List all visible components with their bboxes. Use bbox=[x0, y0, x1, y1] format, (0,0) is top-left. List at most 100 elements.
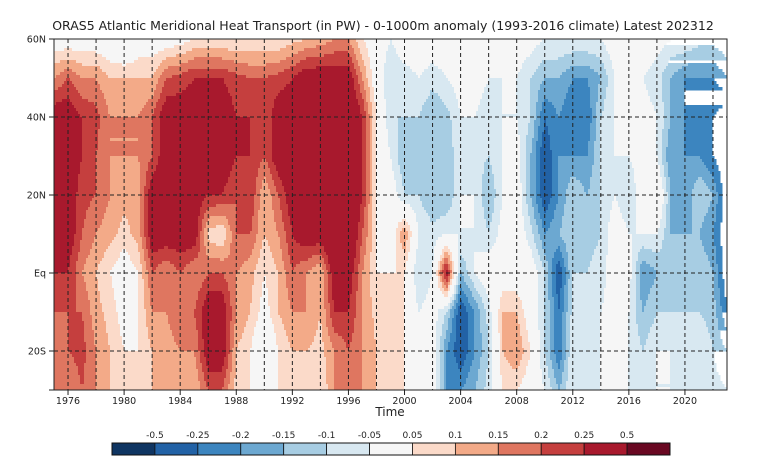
contour-band bbox=[54, 60, 61, 64]
contour-band bbox=[450, 117, 503, 121]
contour-band bbox=[670, 198, 693, 202]
contour-band bbox=[160, 111, 237, 115]
contour-band bbox=[102, 219, 123, 223]
contour-band bbox=[448, 210, 461, 214]
contour-band bbox=[54, 186, 79, 190]
contour-band bbox=[542, 204, 549, 208]
contour-band bbox=[406, 63, 431, 67]
contour-band bbox=[328, 291, 333, 295]
contour-band bbox=[712, 348, 727, 352]
contour-band bbox=[564, 360, 569, 364]
contour-band bbox=[104, 255, 121, 259]
contour-band bbox=[54, 312, 69, 316]
contour-band bbox=[538, 300, 545, 304]
contour-band bbox=[366, 237, 373, 241]
contour-band bbox=[566, 327, 571, 331]
contour-band bbox=[370, 60, 387, 64]
contour-band bbox=[530, 84, 541, 88]
contour-band bbox=[108, 246, 139, 250]
contour-band bbox=[502, 147, 521, 151]
contour-band bbox=[370, 120, 373, 124]
contour-band bbox=[550, 330, 555, 334]
contour-band bbox=[362, 273, 371, 277]
contour-band bbox=[368, 228, 373, 232]
contour-band bbox=[562, 354, 567, 358]
contour-band bbox=[636, 222, 661, 226]
contour-band bbox=[82, 270, 97, 274]
contour-band bbox=[370, 177, 373, 181]
contour-band bbox=[530, 186, 537, 190]
contour-band bbox=[182, 72, 237, 76]
contour-band bbox=[662, 138, 669, 142]
contour-band bbox=[552, 159, 559, 163]
contour-band bbox=[558, 180, 571, 184]
contour-band bbox=[502, 315, 519, 319]
contour-band bbox=[226, 327, 231, 331]
contour-band bbox=[306, 306, 325, 310]
contour-band bbox=[108, 204, 141, 208]
contour-band bbox=[530, 81, 543, 85]
contour-band bbox=[416, 72, 423, 76]
contour-band bbox=[198, 219, 203, 223]
contour-band bbox=[600, 324, 629, 328]
contour-band bbox=[158, 264, 175, 268]
contour-band bbox=[368, 225, 373, 229]
contour-band bbox=[684, 84, 719, 88]
contour-band bbox=[492, 375, 503, 379]
contour-band bbox=[646, 342, 713, 346]
contour-band bbox=[560, 306, 565, 310]
contour-band bbox=[530, 222, 537, 226]
contour-band bbox=[372, 243, 377, 247]
contour-band bbox=[628, 375, 657, 379]
contour-band bbox=[200, 234, 205, 238]
contour-band bbox=[272, 108, 361, 112]
contour-band bbox=[650, 99, 663, 103]
contour-band bbox=[596, 123, 601, 127]
contour-band bbox=[150, 345, 179, 349]
contour-band bbox=[168, 246, 193, 250]
contour-band bbox=[540, 237, 563, 241]
contour-band bbox=[430, 219, 437, 223]
contour-band bbox=[656, 117, 665, 121]
contour-band bbox=[364, 99, 367, 103]
contour-band bbox=[448, 342, 455, 346]
contour-band bbox=[642, 300, 647, 304]
contour-band bbox=[370, 186, 373, 190]
contour-band bbox=[82, 135, 99, 139]
contour-band bbox=[554, 315, 563, 319]
contour-band bbox=[558, 162, 595, 166]
contour-band bbox=[416, 216, 431, 220]
contour-band bbox=[328, 333, 339, 337]
contour-band bbox=[54, 381, 81, 385]
contour-band bbox=[368, 210, 373, 214]
contour-band bbox=[144, 105, 157, 109]
contour-band bbox=[404, 348, 437, 352]
contour-band bbox=[362, 117, 367, 121]
contour-band bbox=[404, 303, 419, 307]
contour-band bbox=[548, 270, 553, 274]
contour-band bbox=[524, 60, 543, 64]
contour-band bbox=[550, 318, 555, 322]
contour-band bbox=[404, 309, 419, 313]
contour-band bbox=[372, 201, 377, 205]
contour-band bbox=[532, 51, 573, 55]
contour-band bbox=[76, 288, 87, 292]
contour-band bbox=[372, 216, 377, 220]
contour-band bbox=[492, 345, 501, 349]
contour-band bbox=[588, 51, 609, 55]
contour-band bbox=[104, 96, 153, 100]
contour-band bbox=[684, 144, 713, 148]
contour-band bbox=[628, 363, 657, 367]
contour-band bbox=[198, 330, 203, 334]
contour-band bbox=[54, 366, 79, 370]
contour-band bbox=[404, 321, 437, 325]
contour-band bbox=[110, 180, 141, 184]
colorbar-label: 0.1 bbox=[448, 431, 462, 441]
colorbar-label: 0.2 bbox=[534, 431, 548, 441]
contour-band bbox=[548, 273, 553, 277]
contour-band bbox=[276, 225, 285, 229]
contour-band bbox=[144, 288, 151, 292]
contour-band bbox=[98, 81, 159, 85]
contour-band bbox=[174, 339, 199, 343]
contour-band bbox=[540, 339, 545, 343]
